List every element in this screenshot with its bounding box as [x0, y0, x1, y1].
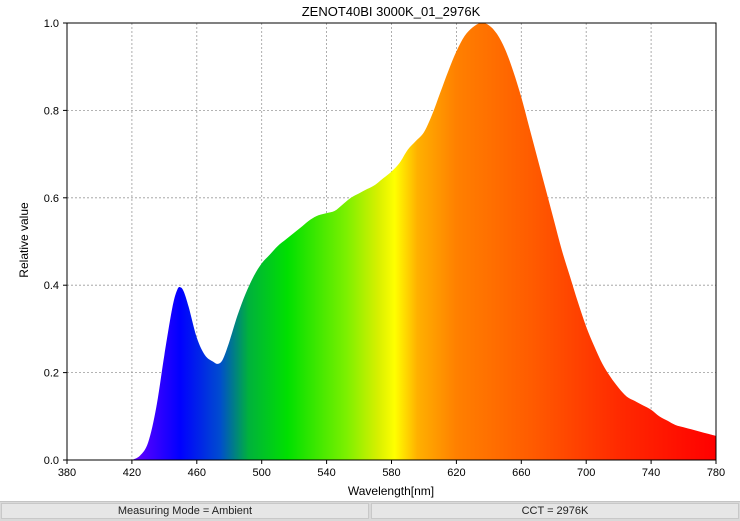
x-tick-label: 500: [253, 467, 271, 479]
measuring-mode-status: Measuring Mode = Ambient: [1, 503, 369, 519]
spectrum-area: [131, 22, 716, 461]
chart-title: ZENOT40BI 3000K_01_2976K: [302, 4, 481, 19]
x-tick-label: 780: [707, 467, 725, 479]
x-axis: 380 420 460 500 540 580 620 660 700 740 780: [58, 460, 725, 479]
x-tick-label: 420: [123, 467, 141, 479]
x-tick-label: 580: [382, 467, 400, 479]
x-tick-label: 700: [577, 467, 595, 479]
y-tick-label: 1.0: [44, 18, 59, 30]
x-tick-label: 660: [512, 467, 530, 479]
y-axis: 0.0 0.2 0.4 0.6 0.8 1.0: [44, 18, 67, 467]
y-tick-label: 0.2: [44, 368, 59, 380]
x-tick-label: 740: [642, 467, 660, 479]
status-bar: Measuring Mode = Ambient CCT = 2976K: [0, 501, 740, 521]
x-tick-label: 460: [188, 467, 206, 479]
x-axis-label: Wavelength[nm]: [348, 484, 434, 498]
spectrum-chart: 380 420 460 500 540 580 620 660 700 740 780 0.0 0.2…: [17, 4, 725, 498]
x-tick-label: 540: [317, 467, 335, 479]
y-tick-label: 0.8: [44, 105, 59, 117]
x-tick-label: 620: [447, 467, 465, 479]
y-tick-label: 0.0: [44, 455, 59, 467]
y-tick-label: 0.4: [44, 280, 59, 292]
cct-status: CCT = 2976K: [371, 503, 739, 519]
y-axis-label: Relative value: [17, 202, 31, 278]
x-tick-label: 380: [58, 467, 76, 479]
y-tick-label: 0.6: [44, 193, 59, 205]
